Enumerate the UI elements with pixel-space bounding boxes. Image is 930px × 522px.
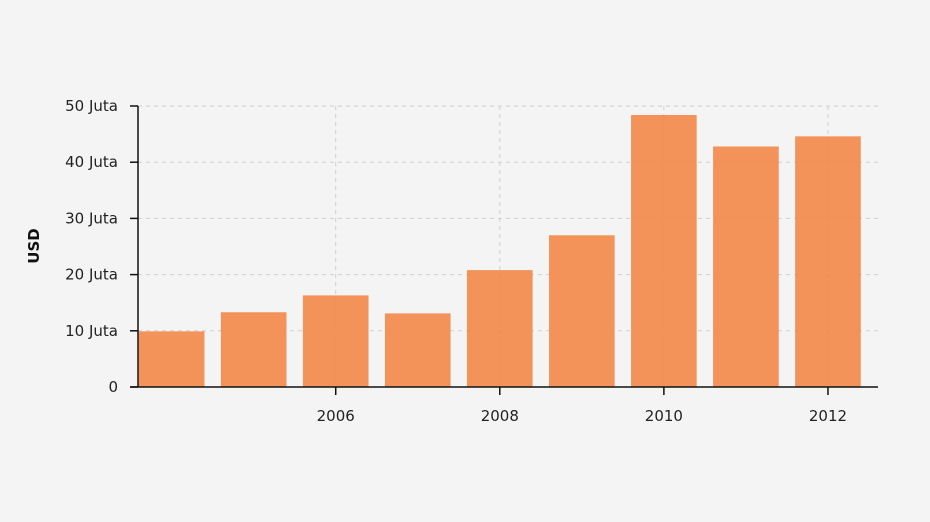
axes-layer bbox=[130, 106, 878, 388]
y-tick-label: 40 Juta bbox=[65, 153, 118, 171]
y-axis-title: USD bbox=[25, 228, 43, 263]
bar bbox=[713, 146, 779, 387]
y-ticks: 0 10 Juta 20 Juta 30 Juta 40 Juta 50 Juta bbox=[65, 97, 138, 396]
bars-layer bbox=[138, 114, 861, 387]
y-tick-label: 30 Juta bbox=[65, 209, 118, 227]
y-tick-label: 50 Juta bbox=[65, 97, 118, 115]
x-tick-label: 2008 bbox=[481, 407, 519, 425]
bar bbox=[795, 136, 861, 387]
bar bbox=[220, 312, 287, 387]
bar bbox=[384, 313, 451, 387]
y-tick-label: 10 Juta bbox=[65, 322, 118, 340]
y-tick-label: 20 Juta bbox=[65, 266, 118, 284]
bar bbox=[631, 114, 697, 387]
x-tick-label: 2006 bbox=[317, 407, 355, 425]
bar bbox=[549, 235, 615, 387]
bar bbox=[138, 331, 205, 387]
bar bbox=[466, 270, 533, 387]
y-tick-label: 0 bbox=[108, 378, 118, 396]
x-tick-label: 2010 bbox=[645, 407, 683, 425]
x-tick-label: 2012 bbox=[809, 407, 847, 425]
x-ticks: 2006 2008 2010 2012 bbox=[317, 387, 847, 425]
bar bbox=[302, 295, 369, 387]
